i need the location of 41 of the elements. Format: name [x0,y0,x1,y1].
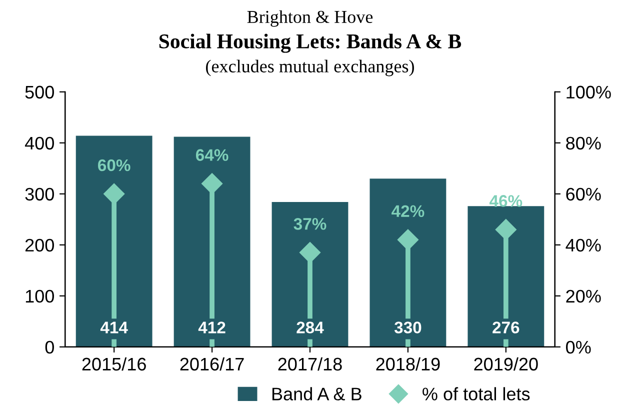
data-label: 46% [489,195,522,207]
x-tick-label: 2015/16 [82,357,146,371]
y-tick-label: 200 [25,238,54,252]
text: Brighton & Hove [247,10,373,27]
y2-tick-label: 0% [566,340,591,354]
point [495,219,516,240]
bar [370,178,446,347]
point [202,173,223,194]
legend-label: % of total lets [422,387,530,400]
x-tick-label: 2019/20 [474,357,538,371]
y2-tick-label: 80% [566,136,601,150]
data-label: 42% [392,205,424,218]
data-label: 414 [100,322,128,334]
chart-title: Social Housing Lets: Bands A & B [159,34,462,53]
y2-tick-label: 100% [566,86,611,99]
y2-tick-label: 40% [566,238,601,252]
y2-tick-label: 20% [566,290,601,303]
data-label: 284 [296,322,324,334]
y-tick-label: 0 [45,340,54,354]
bar [272,202,348,347]
bar [468,206,544,347]
bar [76,136,152,347]
y-tick-label: 300 [25,188,54,201]
data-label: 276 [492,322,520,334]
y-tick-label: 500 [25,86,54,99]
chart-subtitle: (excludes mutual exchanges) [206,60,414,76]
y-tick-label: 400 [24,136,54,150]
x-tick-label: 2017/18 [278,357,342,371]
point [397,229,418,250]
legend-label: Band A & B [272,387,362,400]
data-label: 330 [394,322,422,334]
y-tick-label: 100 [26,290,54,303]
y2-tick-label: 60% [566,188,601,201]
x-tick-label: 2018/19 [376,357,440,371]
data-label: 412 [198,322,226,334]
bar [174,136,250,347]
x-tick-label: 2016/17 [180,357,244,371]
data-label: 60% [98,159,130,172]
point [104,183,125,204]
data-label: 64% [196,149,228,161]
data-label: 37% [294,218,326,230]
